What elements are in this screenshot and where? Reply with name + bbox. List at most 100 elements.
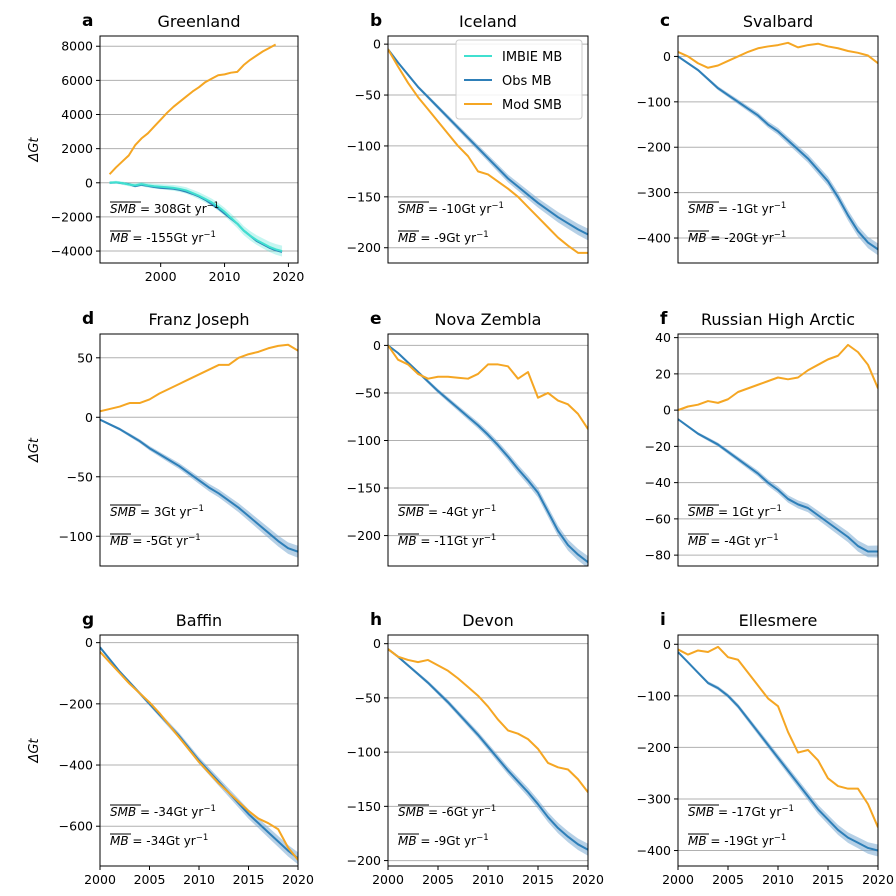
- axes-frame: [677, 333, 879, 567]
- y-tick-label: −4000: [51, 244, 93, 259]
- y-tick-label: −60: [645, 511, 671, 526]
- y-tick-label: 0: [373, 338, 381, 353]
- y-tick-label: 0: [373, 37, 381, 52]
- y-tick-label: −200: [59, 696, 93, 711]
- smb-annotation: SMB = -4Gt yr−1: [398, 504, 496, 519]
- panel-letter: g: [82, 610, 94, 630]
- series-obs-mb: [388, 48, 588, 236]
- x-tick-label: 2015: [812, 872, 844, 887]
- plot-area: [388, 344, 588, 566]
- y-tick-label: −100: [347, 433, 381, 448]
- mb-annotation: MB = -155Gt yr−1: [110, 230, 216, 245]
- x-tick-label: 2020: [862, 872, 894, 887]
- y-tick-label: −150: [347, 799, 381, 814]
- panel-e: 0 −50 −100 −150 −200 Nova Zembla e SMB = -4Gt y…: [347, 309, 589, 567]
- series-mod-smb: [388, 48, 588, 254]
- axes-frame: [387, 35, 589, 264]
- y-tick-label: 0: [85, 635, 93, 650]
- series-obs-mb: [678, 55, 878, 251]
- mb-annotation-value: = -19Gt yr: [707, 834, 774, 848]
- panel-letter: c: [660, 11, 670, 31]
- mb-annotation-value: = -20Gt yr: [707, 231, 774, 245]
- series-mod-smb: [678, 343, 878, 412]
- panel-title: Franz Joseph: [148, 310, 249, 329]
- series-mod-smb: [100, 343, 298, 413]
- series-imbie-mb: [109, 181, 283, 253]
- panel-letter: f: [660, 309, 668, 329]
- x-tick-label: 2000: [372, 872, 404, 887]
- mb-annotation-value: = -5Gt yr: [129, 534, 189, 548]
- plot-area: [100, 646, 298, 865]
- plot-area: [678, 41, 878, 256]
- axes-frame: [387, 634, 589, 867]
- panel-f: 40 20 0 −20 −40 −60 −80 Russian High Arctic f SMB…: [645, 309, 879, 567]
- y-axis-label: ΔGt: [27, 437, 42, 463]
- y-tick-label: 8000: [61, 39, 93, 54]
- y-tick-label: 20: [655, 366, 671, 381]
- x-tick-label: 2010: [762, 872, 794, 887]
- x-tick-label: 2005: [422, 872, 454, 887]
- smb-annotation-value: = -34Gt yr: [136, 805, 203, 819]
- mb-annotation: MB = -20Gt yr−1: [688, 230, 786, 245]
- panel-title: Baffin: [176, 611, 222, 630]
- y-tick-label: 2000: [61, 141, 93, 156]
- mb-annotation: MB = -5Gt yr−1: [110, 533, 201, 548]
- smb-annotation-value: = -4Gt yr: [424, 505, 484, 519]
- mb-annotation: MB = -11Gt yr−1: [398, 533, 496, 548]
- panel-title: Iceland: [459, 12, 517, 31]
- y-tick-label: −80: [645, 548, 671, 563]
- x-tick-label: 2010: [472, 872, 504, 887]
- smb-annotation-value: = 3Gt yr: [136, 505, 191, 519]
- panel-title: Ellesmere: [739, 611, 818, 630]
- x-tick-label: 2010: [209, 269, 241, 284]
- series-mod-smb: [678, 41, 878, 69]
- series-obs-mb: [388, 344, 588, 563]
- panel-title: Devon: [462, 611, 514, 630]
- axes-frame: [99, 634, 299, 867]
- smb-annotation-value: = -6Gt yr: [424, 805, 484, 819]
- panel-title: Nova Zembla: [435, 310, 542, 329]
- x-tick-label: 2005: [712, 872, 744, 887]
- smb-annotation-value: = -17Gt yr: [714, 805, 781, 819]
- y-tick-label: −200: [347, 528, 381, 543]
- panel-a: 8000 6000 4000 2000 0 −2000 −4000 2000 2010 2020 G…: [27, 11, 304, 284]
- y-tick-label: 0: [85, 175, 93, 190]
- y-tick-label: −150: [347, 189, 381, 204]
- mb-annotation-value: = -4Gt yr: [707, 534, 767, 548]
- panel-title: Greenland: [158, 12, 241, 31]
- y-tick-label: −400: [59, 758, 93, 773]
- y-tick-label: −400: [637, 231, 671, 246]
- smb-annotation: SMB = -17Gt yr−1: [688, 804, 794, 819]
- smb-annotation: SMB = -10Gt yr−1: [398, 201, 504, 216]
- mb-annotation-value: = -155Gt yr: [129, 231, 204, 245]
- smb-annotation: SMB = 3Gt yr−1: [110, 504, 204, 519]
- smb-annotation: SMB = 1Gt yr−1: [688, 504, 782, 519]
- axes-frame: [99, 333, 299, 567]
- legend-label: Obs MB: [502, 74, 552, 89]
- y-tick-label: −40: [645, 475, 671, 490]
- smb-annotation-value: = 308Gt yr: [136, 202, 207, 216]
- x-tick-label: 2000: [662, 872, 694, 887]
- y-tick-label: 4000: [61, 107, 93, 122]
- y-tick-label: 0: [373, 636, 381, 651]
- panel-g: 0 −200 −400 −600 2000 2005 2010 2015 2020 Baffin g…: [27, 610, 314, 887]
- plot-area: [678, 343, 878, 558]
- series-mod-smb: [678, 645, 878, 828]
- series-mod-smb: [108, 43, 277, 175]
- panel-title: Russian High Arctic: [701, 310, 855, 329]
- legend-label: IMBIE MB: [502, 50, 562, 65]
- mb-annotation: MB = -9Gt yr−1: [398, 833, 489, 848]
- y-tick-label: −200: [637, 140, 671, 155]
- series-mod-smb: [100, 651, 298, 861]
- smb-annotation-value: = -10Gt yr: [424, 202, 491, 216]
- panel-letter: b: [370, 11, 382, 31]
- series-mod-smb: [388, 344, 588, 430]
- y-tick-label: 6000: [61, 73, 93, 88]
- y-axis-label: ΔGt: [27, 137, 42, 163]
- y-tick-label: −200: [347, 240, 381, 255]
- x-tick-label: 2010: [183, 872, 215, 887]
- panel-b: 0 −50 −100 −150 −200 Iceland b SMB = -10Gt yr−1…: [347, 11, 589, 264]
- plot-area: [388, 48, 588, 254]
- mb-annotation-value: = -11Gt yr: [417, 534, 484, 548]
- y-tick-label: −150: [347, 481, 381, 496]
